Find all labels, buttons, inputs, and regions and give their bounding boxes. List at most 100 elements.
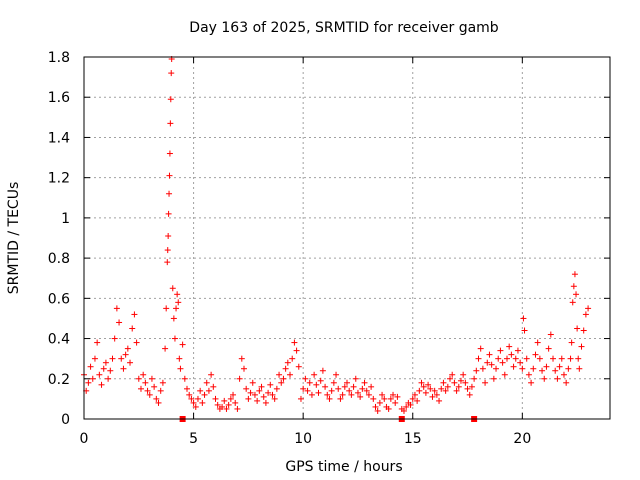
x-tick-label: 20 — [513, 431, 531, 447]
data-point — [214, 401, 221, 408]
data-point — [174, 291, 181, 298]
data-point — [133, 339, 140, 346]
data-point — [569, 299, 576, 306]
data-point — [107, 367, 114, 374]
data-point — [142, 379, 149, 386]
data-point — [488, 361, 495, 368]
data-point — [457, 377, 464, 384]
data-point — [582, 311, 589, 318]
data-point — [580, 327, 587, 334]
data-point — [556, 363, 563, 370]
data-point — [165, 210, 172, 217]
data-point — [157, 387, 164, 394]
data-point — [429, 393, 436, 400]
data-point — [578, 343, 585, 350]
data-point — [127, 359, 134, 366]
data-point — [464, 385, 471, 392]
y-tick-label: 0 — [61, 412, 70, 428]
data-point — [506, 343, 513, 350]
data-point — [495, 355, 502, 362]
data-point — [164, 247, 171, 254]
data-point — [291, 339, 298, 346]
data-point — [324, 391, 331, 398]
data-point — [205, 387, 212, 394]
data-point — [232, 399, 239, 406]
data-point — [558, 355, 565, 362]
data-point — [269, 391, 276, 398]
data-point — [265, 389, 272, 396]
data-point — [311, 371, 318, 378]
data-point — [352, 375, 359, 382]
data-point — [164, 259, 171, 266]
data-point — [554, 375, 561, 382]
data-point — [116, 319, 123, 326]
data-point — [146, 391, 153, 398]
data-point — [471, 375, 478, 382]
plot-frame — [83, 56, 611, 420]
data-point — [431, 387, 438, 394]
data-point — [179, 341, 186, 348]
data-point — [534, 339, 541, 346]
data-point — [571, 271, 578, 278]
data-point — [363, 387, 370, 394]
data-point — [289, 355, 296, 362]
data-point — [416, 387, 423, 394]
data-point — [100, 365, 107, 372]
data-point — [420, 383, 427, 390]
data-point — [335, 385, 342, 392]
data-point — [192, 403, 199, 410]
data-point — [567, 355, 574, 362]
data-point — [234, 405, 241, 412]
data-point — [466, 391, 473, 398]
data-point — [184, 385, 191, 392]
data-point — [282, 365, 289, 372]
data-point — [512, 355, 519, 362]
data-point — [574, 325, 581, 332]
data-point — [124, 345, 131, 352]
data-point — [337, 395, 344, 402]
data-point — [306, 379, 313, 386]
data-point — [135, 375, 142, 382]
data-point — [271, 395, 278, 402]
y-tick-label: 0.6 — [48, 291, 70, 307]
data-point — [315, 389, 322, 396]
data-point — [168, 70, 175, 77]
y-tick-label: 1.2 — [48, 171, 70, 187]
data-point — [256, 387, 263, 394]
data-point — [197, 387, 204, 394]
data-point — [403, 403, 410, 410]
data-point — [163, 305, 170, 312]
x-tick-label: 15 — [404, 431, 422, 447]
data-point — [510, 363, 517, 370]
data-point — [94, 339, 101, 346]
data-point — [153, 395, 160, 402]
data-point — [319, 367, 326, 374]
data-point — [486, 351, 493, 358]
data-point — [436, 397, 443, 404]
data-point — [411, 391, 418, 398]
data-point — [230, 391, 237, 398]
data-point — [85, 379, 92, 386]
data-point — [140, 371, 147, 378]
data-point — [113, 305, 120, 312]
data-point — [278, 379, 285, 386]
data-point — [490, 375, 497, 382]
data-point — [425, 381, 432, 388]
data-point — [96, 371, 103, 378]
data-point — [444, 383, 451, 390]
data-point — [87, 363, 94, 370]
data-point — [392, 399, 399, 406]
data-point — [175, 299, 182, 306]
data-point — [148, 375, 155, 382]
data-point — [497, 347, 504, 354]
data-point — [254, 397, 261, 404]
data-point — [374, 407, 381, 414]
data-point — [499, 359, 506, 366]
data-point — [267, 381, 274, 388]
data-point — [519, 365, 526, 372]
data-point — [176, 355, 183, 362]
data-point — [585, 305, 592, 312]
data-point — [238, 355, 245, 362]
data-point — [545, 345, 552, 352]
data-point — [455, 383, 462, 390]
